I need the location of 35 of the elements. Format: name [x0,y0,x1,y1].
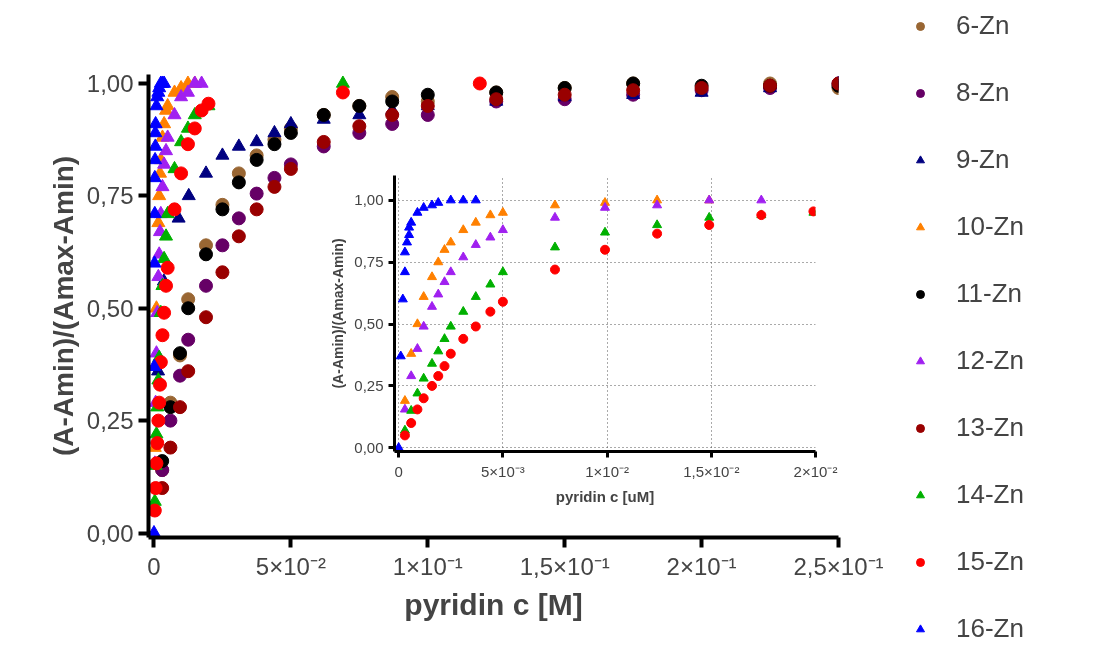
x-axis-title: pyridin c [uM] [555,487,655,505]
x-tick-label: 2,5×10⁻¹ [793,552,884,580]
legend-label: 9-Zn [956,144,1010,175]
x-axis-title: pyridin c [M] [404,587,583,621]
legend-label: 6-Zn [956,10,1010,41]
legend-label: 8-Zn [956,77,1010,108]
x-tick-label: 1×10⁻² [585,462,629,480]
y-tick-label: 0,25 [86,407,134,435]
y-tick-label: 1,00 [354,191,384,209]
y-tick-label: 0,00 [354,438,384,456]
legend-label: 10-Zn [956,211,1024,242]
legend-label: 13-Zn [956,412,1024,443]
y-tick-label: 0,00 [86,519,134,547]
y-tick-label: 0,75 [86,182,134,210]
y-tick-label: 0,50 [354,315,384,333]
y-axis-title: (A-Amin)/(Amax-Amin) [47,155,79,457]
y-axis-title: (A-Amin)/(Amax-Amin) [330,238,347,389]
legend-label: 11-Zn [956,278,1022,309]
x-tick-label: 0 [147,552,161,580]
legend-label: 12-Zn [956,345,1024,376]
x-tick-label: 2×10⁻¹ [666,552,737,580]
y-tick-label: 0,25 [354,376,384,394]
x-tick-label: 1,5×10⁻² [683,462,740,480]
x-tick-label: 5×10⁻² [255,552,326,580]
legend-label: 14-Zn [956,479,1024,510]
x-tick-label: 5×10⁻³ [480,462,525,480]
x-tick-label: 0 [394,462,403,480]
x-tick-label: 1,5×10⁻¹ [519,552,610,580]
y-tick-label: 0,75 [354,253,384,271]
legend-label: 15-Zn [956,546,1024,577]
x-tick-label: 1×10⁻¹ [392,552,463,580]
x-tick-label: 2×10⁻² [793,462,838,480]
legend-label: 16-Zn [956,613,1024,644]
y-tick-label: 0,50 [86,294,134,322]
y-tick-label: 1,00 [86,69,134,97]
